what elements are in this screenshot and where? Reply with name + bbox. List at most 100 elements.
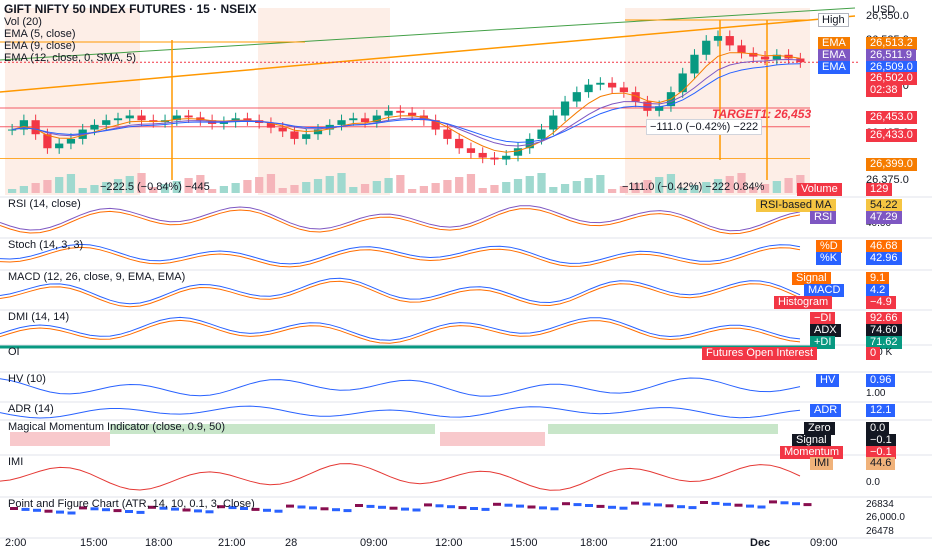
price-tag: 26,453.0 (866, 111, 917, 124)
candle (43, 134, 52, 149)
currency-label[interactable]: USD (872, 4, 896, 16)
pane-tag-label: ADX (810, 324, 841, 337)
candle (455, 138, 464, 149)
candle (608, 82, 617, 88)
high-label: High (818, 13, 849, 27)
pnf-box (102, 508, 110, 512)
pnf-box (642, 502, 651, 506)
volume-bar (196, 175, 205, 193)
pane-line-stoch (0, 243, 801, 265)
candle (490, 157, 499, 160)
pane-tag-label: Futures Open Interest (702, 347, 817, 360)
pnf-box (67, 511, 76, 515)
pnf-box (631, 501, 639, 505)
volume-bar (8, 189, 17, 193)
pnf-box (343, 509, 352, 513)
price-tag: 26,513.2 (866, 37, 917, 50)
time-tick: 18:00 (145, 537, 173, 549)
price-tag: 26,399.0 (866, 158, 917, 171)
pane-tag-value: 47.29 (866, 211, 902, 224)
candle (243, 118, 252, 121)
pane-tag-label: Signal (792, 272, 831, 285)
volume-bar (702, 182, 711, 193)
pnf-box (746, 504, 754, 508)
volume-bar (219, 186, 228, 193)
pane-line2-rsi (0, 208, 801, 235)
pane-tag-value: 9.1 (866, 272, 890, 285)
pane-tag-label: IMI (810, 457, 834, 470)
volume-bar (490, 185, 499, 193)
pane-title-imi[interactable]: IMI (8, 456, 24, 468)
candle (431, 120, 440, 130)
pane-title-pnf[interactable]: Point and Figure Chart (ATR, 14, 10, 0.1… (8, 498, 255, 510)
pane-tag-value: 71.62 (866, 336, 902, 349)
volume-bar (690, 185, 699, 193)
pnf-box (723, 502, 731, 506)
candle (525, 138, 534, 149)
pane-title-oi[interactable]: OI (8, 346, 20, 358)
countdown-tag: 02:38 (866, 84, 902, 97)
indicator-label[interactable]: Vol (20) (4, 16, 42, 28)
pane-title-hv[interactable]: HV (10) (8, 373, 46, 385)
pane-tag-label: −DI (810, 312, 836, 325)
candle (219, 122, 228, 124)
pane-title-dmi[interactable]: DMI (14, 14) (8, 311, 70, 323)
volume-bar (19, 186, 28, 193)
candle (643, 101, 652, 111)
time-tick: 09:00 (810, 537, 838, 549)
pnf-box (803, 503, 812, 507)
volume-bar (760, 184, 770, 193)
pnf-box (780, 501, 789, 505)
pnf-box (688, 506, 697, 510)
pnf-box (792, 502, 800, 506)
indicator-label[interactable]: EMA (9, close) (4, 40, 76, 52)
pane-title-adr[interactable]: ADR (14) (8, 403, 54, 415)
candle (655, 106, 664, 111)
pnf-box (608, 505, 616, 509)
pane-tag-label: Momentum (780, 446, 844, 459)
pane-title-macd[interactable]: MACD (12, 26, close, 9, EMA, EMA) (8, 271, 186, 283)
pane-tag-value: 12.1 (866, 404, 896, 417)
candle (31, 120, 40, 135)
pnf-box (389, 506, 398, 510)
candle (702, 40, 711, 55)
candle (290, 131, 299, 139)
pnf-box (366, 504, 375, 508)
candle (678, 73, 687, 93)
volume-bar (113, 179, 123, 193)
candle (55, 143, 64, 149)
candle (419, 115, 428, 121)
pnf-box (562, 502, 570, 506)
volume-bar (384, 178, 393, 193)
indicator-label[interactable]: EMA (5, close) (4, 28, 76, 40)
indicator-label[interactable]: EMA (12, close, 0, SMA, 5) (4, 52, 137, 64)
pnf-box (309, 506, 317, 510)
pnf-box (769, 500, 777, 504)
volume-bar (349, 187, 358, 193)
volume-bar (713, 179, 723, 193)
pane-title-mmi[interactable]: Magical Momentum Indicator (close, 0.9, … (8, 421, 226, 433)
pane-tag-value: 44.6 (866, 457, 896, 470)
volume-bar (525, 176, 534, 193)
pane-tag-label: RSI-based MA (756, 199, 836, 212)
pane-title-stoch[interactable]: Stoch (14, 3, 3) (8, 239, 84, 251)
candle (90, 124, 99, 130)
pane-tick: 1.00 (866, 388, 886, 399)
volume-bar (513, 179, 523, 193)
candle (19, 120, 28, 130)
volume-bar (443, 180, 452, 193)
session-shade (5, 8, 140, 195)
pane-title-rsi[interactable]: RSI (14, close) (8, 198, 81, 210)
pane-tag-value: 0.0 (866, 422, 890, 435)
volume-bar (208, 189, 217, 193)
time-tick: 28 (285, 537, 298, 549)
pnf-box (228, 506, 237, 510)
pnf-box (56, 510, 64, 514)
pnf-box (401, 507, 409, 511)
volume-bar (125, 176, 134, 193)
trend-line-green (0, 7, 856, 61)
volume-bar (655, 177, 664, 193)
pnf-box (424, 503, 432, 507)
candle (713, 36, 723, 41)
